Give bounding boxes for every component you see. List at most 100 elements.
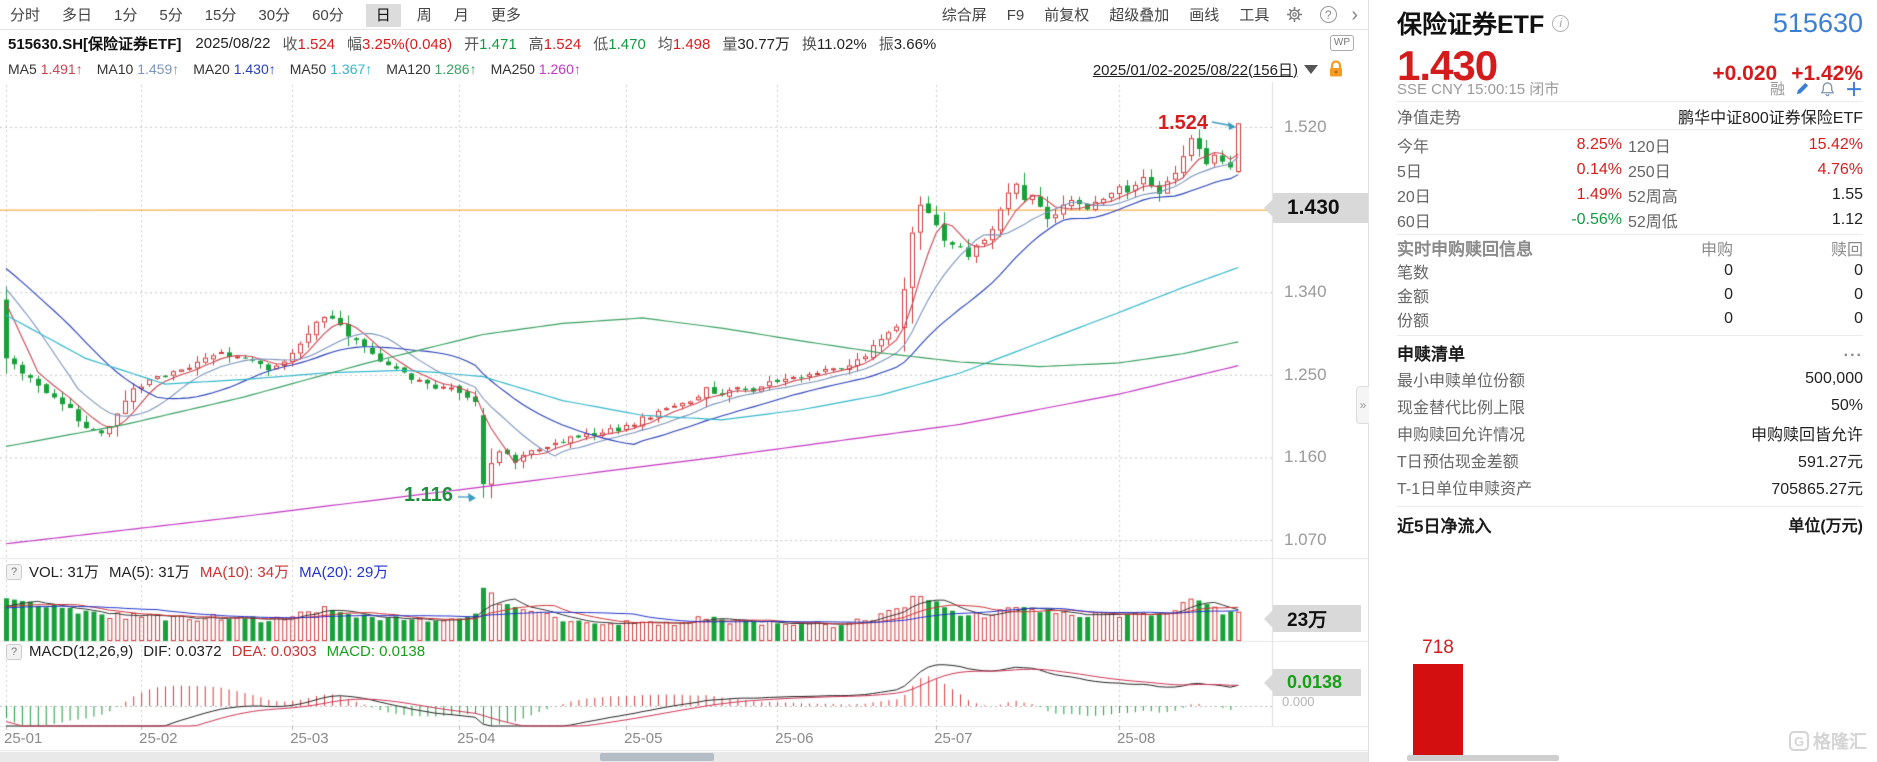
volume-help-icon[interactable]: ? (6, 563, 22, 580)
field-label: 量 (722, 35, 738, 53)
etf-code[interactable]: 515630 (1772, 7, 1863, 38)
field-收: 收1.524 (282, 36, 335, 53)
perf-label: 60日 (1397, 213, 1431, 231)
perf-value: 0.14% (1576, 160, 1622, 178)
price-change: +0.020 +1.42% (1698, 62, 1863, 86)
chart-scrollbar-track[interactable] (0, 752, 1368, 762)
help-icon[interactable]: ? (1319, 6, 1337, 24)
tool-F9[interactable]: F9 (1006, 7, 1025, 24)
field-label: 开 (464, 35, 480, 53)
period-tab-月[interactable]: 月 (453, 7, 469, 24)
month-label-25-08: 25-08 (1117, 730, 1156, 747)
add-watchlist-icon[interactable]: ＋ (1845, 79, 1863, 100)
ohlc-fields: 收1.524 幅3.25%(0.048) 开1.471 高1.524 低1.470 均1.… (282, 33, 948, 54)
nav-label[interactable]: 净值走势 (1397, 109, 1462, 127)
ma-item-MA10: MA10 1.459↑ (97, 61, 180, 77)
field-label: 均 (657, 35, 673, 53)
kline-chart-canvas[interactable] (0, 82, 1368, 762)
rt-label: 笔数 (1397, 265, 1430, 282)
tool-画线[interactable]: 画线 (1189, 7, 1220, 24)
panel-collapse-handle[interactable]: » (1356, 386, 1369, 424)
month-label-25-06: 25-06 (775, 730, 814, 747)
ma-label: MA20 (193, 61, 234, 77)
flow-section-title: 近5日净流入 (1397, 516, 1492, 536)
period-tab-周[interactable]: 周 (416, 7, 432, 24)
period-tab-5分[interactable]: 5分 (159, 7, 183, 24)
month-label-25-02: 25-02 (139, 730, 178, 747)
ma-item-MA120: MA120 1.286↑ (386, 61, 476, 77)
tool-工具[interactable]: 工具 (1239, 7, 1270, 24)
alert-bell-icon[interactable] (1820, 81, 1835, 97)
date-label: 2025/08/22 (195, 34, 271, 52)
sr-row-T日预估现金差额: T日预估现金差额 591.27元 (1397, 446, 1863, 473)
ma-value: 1.367↑ (330, 61, 373, 77)
field-value: 1.524 (543, 35, 582, 53)
period-tab-日[interactable]: 日 (365, 4, 401, 27)
price-tick-1.340: 1.340 (1284, 282, 1327, 302)
perf-label: 52周低 (1628, 213, 1678, 231)
period-high-annotation: 1.524 (1158, 112, 1209, 134)
macd-help-icon[interactable]: ? (6, 643, 22, 660)
field-label: 收 (282, 35, 298, 53)
period-tab-60分[interactable]: 60分 (312, 7, 344, 24)
chart-scrollbar-thumb[interactable] (600, 753, 714, 761)
perf-label: 20日 (1397, 188, 1431, 206)
info-icon[interactable]: i (1552, 14, 1570, 32)
field-label: 振 (878, 35, 894, 53)
date-range-control[interactable]: 2025/01/02-2025/08/22(156日) (1093, 59, 1360, 80)
vol-label-2: MA(10): 34万 (199, 564, 290, 581)
ma-label: MA120 (386, 61, 435, 77)
sr-row-T-1日单位申赎资产: T-1日单位申赎资产 705865.27元 (1397, 473, 1863, 500)
edit-icon[interactable] (1795, 81, 1810, 96)
toolbar-expand-chevron-icon[interactable]: › (1351, 3, 1358, 26)
macd-value-label: MACD: 0.0138 (326, 643, 426, 660)
period-tab-更多[interactable]: 更多 (490, 7, 521, 24)
flow-unit-label: 单位(万元) (1788, 518, 1863, 535)
ma-label: MA5 (8, 61, 41, 77)
ma-label: MA250 (490, 61, 539, 77)
subscription-redeem-list: 最小申赎单位份额 500,000 现金替代比例上限 50% 申购赎回允许情况 申购赎回皆允… (1397, 365, 1863, 507)
perf-row: 今年 8.25% 120日 15.42% (1397, 132, 1863, 157)
realtime-subscription-section: 实时申购赎回信息 申购 赎回 笔数 0 0 金额 0 0 份额 0 0 (1397, 235, 1863, 336)
rt-col-redeem: 赎回 (1830, 241, 1863, 259)
watermark-text: 格隆汇 (1813, 732, 1867, 752)
tool-前复权[interactable]: 前复权 (1044, 7, 1090, 24)
gear-icon[interactable] (1285, 6, 1303, 24)
ma-value: 1.459↑ (137, 61, 180, 77)
ma-item-MA50: MA50 1.367↑ (290, 61, 373, 77)
lock-icon[interactable] (1328, 60, 1344, 78)
watermark-logo: G 格隆汇 (1789, 728, 1867, 754)
perf-label: 120日 (1628, 138, 1671, 156)
nav-fund-name[interactable]: 鹏华中证800证券保险ETF (1678, 109, 1863, 127)
margin-flag: 融 (1769, 81, 1785, 98)
period-tab-1分[interactable]: 1分 (114, 7, 138, 24)
period-tab-30分[interactable]: 30分 (258, 7, 291, 24)
perf-label: 今年 (1397, 138, 1430, 156)
rt-label: 份额 (1397, 313, 1430, 330)
field-均: 均1.498 (658, 36, 711, 53)
current-price-tag: 1.430 (1264, 193, 1368, 223)
sr-value: 500,000 (1805, 369, 1863, 387)
tool-buttons: 综合屏 F9 前复权 超级叠加 画线 工具 (922, 4, 1270, 25)
price-tick-1.070: 1.070 (1284, 530, 1327, 550)
period-tab-15分[interactable]: 15分 (204, 7, 237, 24)
perf-value: 1.49% (1576, 185, 1622, 203)
tool-综合屏[interactable]: 综合屏 (941, 7, 987, 24)
rt-row-笔数: 笔数 0 0 (1397, 259, 1863, 283)
range-dropdown-icon[interactable] (1304, 64, 1318, 74)
sr-row-最小申赎单位份额: 最小申赎单位份额 500,000 (1397, 365, 1863, 392)
sr-more-button[interactable]: ... (1843, 343, 1863, 360)
macd-dea-label: DEA: 0.0303 (231, 643, 317, 660)
month-label-25-07: 25-07 (934, 730, 973, 747)
rt-col-subscribe: 申购 (1700, 241, 1733, 259)
sr-value: 705865.27元 (1771, 480, 1863, 498)
tool-超级叠加[interactable]: 超级叠加 (1109, 7, 1170, 24)
period-tab-多日[interactable]: 多日 (62, 7, 93, 24)
price-tick-1.520: 1.520 (1284, 117, 1327, 136)
field-value: 3.25%(0.048) (362, 35, 453, 53)
macd-axis-tag: 0.0138 (1264, 669, 1361, 696)
wp-plugin-badge[interactable]: WP (1329, 35, 1354, 51)
field-value: 1.524 (297, 35, 336, 53)
period-tab-分时[interactable]: 分时 (10, 7, 41, 24)
